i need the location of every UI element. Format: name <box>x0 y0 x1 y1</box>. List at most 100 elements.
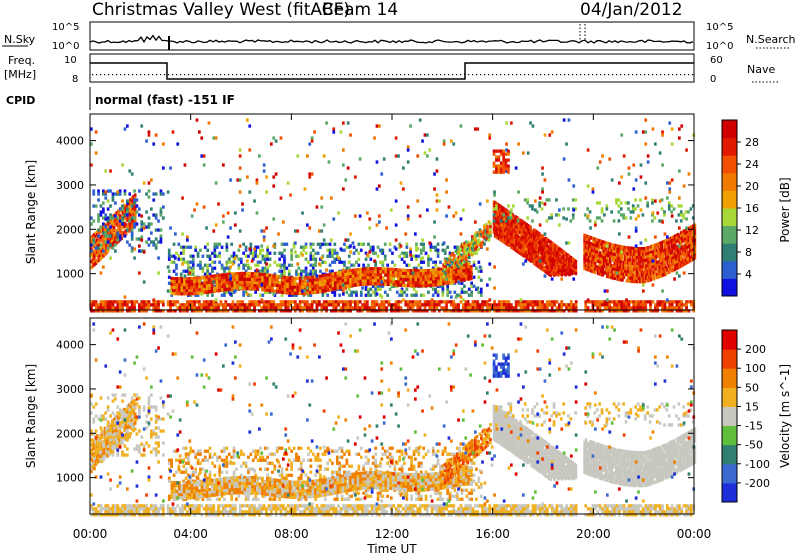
nave-dot <box>520 74 522 76</box>
heatmap-cell <box>601 300 604 304</box>
heatmap-cell <box>236 272 239 276</box>
heatmap-cell <box>449 265 453 270</box>
heatmap-cell <box>454 276 458 280</box>
heatmap-cell <box>669 254 672 259</box>
heatmap-cell <box>188 300 192 304</box>
heatmap-cell <box>637 256 641 260</box>
heatmap-cell <box>560 309 564 313</box>
heatmap-cell <box>649 300 652 304</box>
heatmap-cell <box>238 280 242 285</box>
heatmap-cell <box>271 286 274 290</box>
heatmap-cell <box>599 272 603 277</box>
heatmap-cell <box>378 309 381 313</box>
heatmap-cell <box>446 284 449 288</box>
heatmap-cell <box>608 260 612 264</box>
heatmap-cell <box>651 253 654 257</box>
heatmap-cell <box>256 281 259 285</box>
heatmap-cell <box>307 260 310 264</box>
heatmap-cell <box>254 263 257 267</box>
heatmap-cell <box>256 275 259 279</box>
nave-dot <box>340 74 342 76</box>
heatmap-cell <box>436 251 440 255</box>
heatmap-cell <box>159 309 163 313</box>
heatmap-cell <box>608 254 612 258</box>
heatmap-cell <box>670 239 674 243</box>
nave-dot <box>464 74 466 76</box>
heatmap-cell <box>607 263 611 267</box>
heatmap-cell <box>198 285 201 289</box>
heatmap-cell <box>596 238 600 242</box>
heatmap-cell <box>129 209 132 214</box>
heatmap-cell <box>655 242 659 247</box>
heatmap-cell <box>354 300 357 304</box>
heatmap-cell <box>198 282 201 286</box>
heatmap-cell <box>645 246 648 250</box>
heatmap-cell <box>106 231 110 236</box>
heatmap-cell <box>366 300 369 304</box>
heatmap-cell <box>130 246 134 250</box>
heatmap-cell <box>399 271 403 275</box>
heatmap-cell <box>232 251 236 255</box>
heatmap-cell <box>127 226 131 230</box>
heatmap-cell <box>646 276 650 280</box>
heatmap-cell <box>106 219 110 223</box>
heatmap-cell <box>167 248 171 252</box>
heatmap-cell <box>379 293 382 297</box>
heatmap-cell <box>595 238 598 242</box>
heatmap-cell <box>616 253 620 257</box>
heatmap-cell <box>399 280 403 284</box>
heatmap-cell <box>656 309 660 313</box>
heatmap-cell <box>306 306 309 310</box>
heatmap-cell <box>663 266 666 271</box>
heatmap-cell <box>536 300 540 304</box>
heatmap-cell <box>392 306 396 310</box>
heatmap-cell <box>660 250 663 254</box>
heatmap-cell <box>102 242 105 246</box>
heatmap-cell <box>466 254 470 258</box>
heatmap-cell <box>631 279 635 284</box>
heatmap-cell <box>238 300 242 304</box>
heatmap-cell <box>495 303 499 307</box>
heatmap-cell <box>419 275 423 279</box>
heatmap-cell <box>467 262 471 266</box>
heatmap-cell <box>586 246 589 251</box>
heatmap-cell <box>621 266 624 270</box>
heatmap-cell <box>431 266 435 270</box>
heatmap-cell <box>120 236 123 240</box>
heatmap-cell <box>266 288 269 292</box>
heatmap-cell <box>663 251 666 256</box>
heatmap-cell <box>220 263 224 267</box>
heatmap-cell <box>414 281 418 285</box>
heatmap-cell <box>565 306 568 310</box>
heatmap-cell <box>128 309 132 313</box>
heatmap-cell <box>381 263 385 267</box>
heatmap-cell <box>625 255 629 259</box>
heatmap-cell <box>210 309 213 313</box>
heatmap-cell <box>242 242 245 246</box>
heatmap-cell <box>615 268 618 272</box>
heatmap-cell <box>342 306 345 310</box>
heatmap-cell <box>402 280 405 285</box>
heatmap-cell <box>97 234 100 238</box>
heatmap-cell <box>643 258 647 263</box>
heatmap-cell <box>334 281 337 285</box>
heatmap-cell <box>462 261 465 265</box>
heatmap-cell <box>246 274 249 279</box>
heatmap-cell <box>130 309 134 313</box>
heatmap-cell <box>189 266 193 270</box>
heatmap-cell <box>183 292 186 296</box>
heatmap-cell <box>150 231 153 235</box>
heatmap-cell <box>667 270 671 274</box>
heatmap-cell <box>586 234 589 239</box>
nave-dot <box>664 74 666 76</box>
heatmap-cell <box>607 260 611 264</box>
heatmap-cell <box>284 306 288 310</box>
heatmap-cell <box>637 309 640 313</box>
heatmap-cell <box>117 209 120 213</box>
heatmap-cell <box>241 303 244 307</box>
heatmap-cell <box>111 195 115 199</box>
heatmap-cell <box>308 282 312 286</box>
heatmap-cell <box>477 290 481 294</box>
heatmap-cell <box>366 273 370 277</box>
heatmap-cell <box>308 303 312 307</box>
